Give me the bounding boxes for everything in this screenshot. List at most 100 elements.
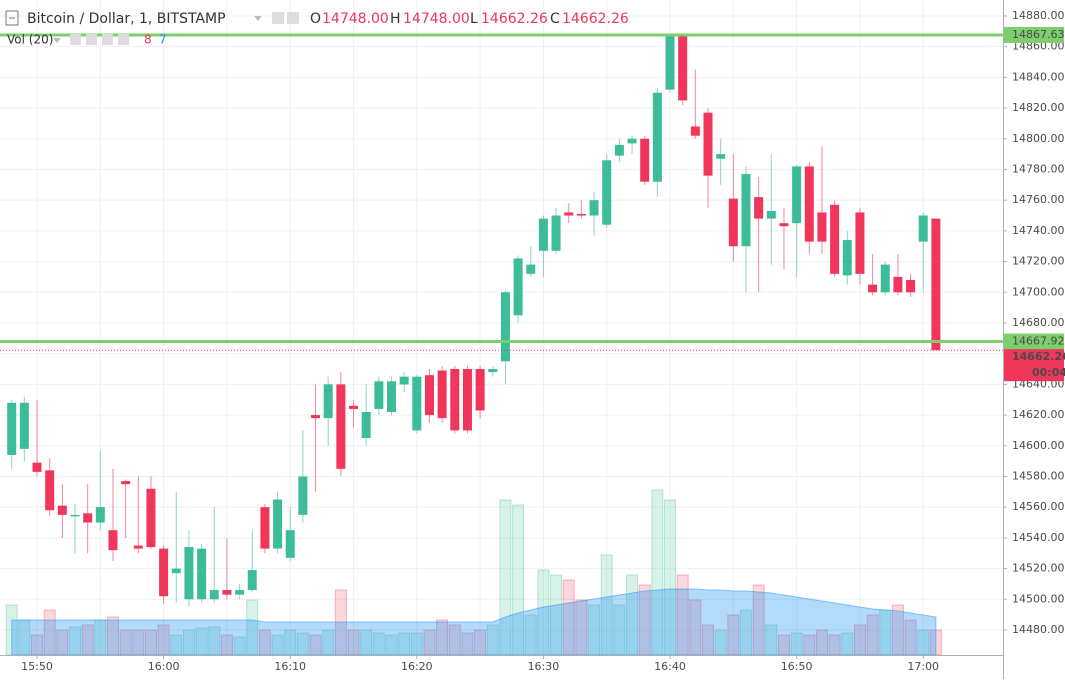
candle-body: [665, 35, 675, 90]
candle-body: [766, 210, 776, 219]
hide-icon[interactable]: [287, 12, 299, 24]
legend-value: 14748.00: [322, 11, 389, 27]
candle-body: [323, 384, 333, 419]
candle-body: [855, 212, 865, 274]
candle-body: [260, 507, 270, 549]
candle-body: [247, 570, 257, 591]
collapse-icon[interactable]: [5, 10, 19, 26]
y-tick-label: 14480.00: [1012, 623, 1065, 636]
candle-body: [437, 370, 447, 419]
candle-body: [551, 215, 561, 251]
x-tick-label: 16:00: [148, 660, 180, 673]
legend-key: L: [470, 11, 478, 27]
icon[interactable]: [102, 34, 113, 45]
candle-body: [387, 381, 396, 413]
y-tick-label: 14500.00: [1012, 592, 1065, 605]
candles: [7, 34, 941, 607]
candle-body: [703, 112, 713, 176]
candle-body: [374, 381, 384, 409]
legend-value: 14662.26: [562, 11, 629, 27]
icon[interactable]: [70, 34, 81, 45]
candle-body: [754, 197, 764, 219]
y-tick-label: 14580.00: [1012, 469, 1065, 482]
candle-body: [412, 376, 422, 431]
y-tick-label: 14540.00: [1012, 531, 1065, 544]
y-tick-label: 14780.00: [1012, 162, 1065, 175]
price-label-box: [1004, 333, 1064, 350]
dropdown-arrow[interactable]: [53, 38, 61, 43]
candle-body: [273, 499, 283, 549]
candle-body: [7, 402, 17, 455]
candle-body: [830, 204, 840, 274]
candle-body: [19, 402, 29, 449]
icon[interactable]: [86, 34, 97, 45]
candle-body: [880, 264, 890, 293]
volume-ma-area: [11, 588, 937, 656]
dropdown-arrow[interactable]: [254, 16, 262, 21]
candle-body: [893, 276, 903, 293]
candle-body: [640, 138, 650, 182]
candle-body: [133, 545, 143, 549]
candle-body: [45, 470, 55, 511]
volume-pane: [5, 489, 942, 656]
x-tick-label: 16:40: [654, 660, 686, 673]
candle-body: [614, 144, 624, 156]
candle-body: [83, 513, 93, 523]
x-tick-label: 16:10: [274, 660, 306, 673]
volume-ma-reading: 7: [159, 33, 167, 47]
candle-body: [70, 514, 80, 517]
candle-body: [690, 126, 700, 136]
x-tick-label: 16:30: [528, 660, 560, 673]
header: Bitcoin / Dollar, 1, BITSTAMP O 14748.00…: [5, 10, 629, 47]
y-tick-label: 14880.00: [1012, 9, 1065, 22]
countdown: 00:04: [1032, 366, 1065, 379]
candle-body: [311, 415, 321, 419]
candle-body: [779, 223, 789, 227]
x-tick-label: 16:50: [781, 660, 813, 673]
axes: 14480.00 14500.00 14520.00 14540.00 14560.00…: [21, 9, 1065, 673]
candle-body: [627, 138, 637, 144]
x-tick-label: 15:50: [21, 660, 53, 673]
candle-body: [488, 369, 498, 373]
candle-body: [146, 488, 156, 548]
candle-body: [462, 369, 472, 431]
settings-icon[interactable]: [272, 12, 284, 24]
candle-body: [792, 166, 802, 224]
legend-value: 14662.26: [481, 11, 548, 27]
candle-body: [602, 160, 612, 225]
y-tick-label: 14600.00: [1012, 439, 1065, 452]
candle-body: [222, 590, 232, 595]
candle-body: [868, 284, 878, 293]
candle-body: [652, 92, 662, 182]
last-price-box: [1004, 349, 1064, 382]
candle-body: [184, 547, 194, 600]
candle-body: [576, 213, 586, 216]
candle-body: [513, 258, 523, 316]
indicator-title[interactable]: Vol (20): [7, 33, 53, 47]
candle-body: [450, 369, 460, 431]
candle-body: [741, 174, 751, 247]
candle-body: [209, 590, 219, 600]
candle-body: [500, 292, 510, 362]
candle-body: [399, 376, 409, 385]
candle-body: [298, 476, 308, 515]
candle-body: [931, 218, 941, 351]
candle-body: [906, 279, 916, 293]
candle-body: [235, 590, 245, 595]
candle-body: [678, 35, 688, 101]
y-tick-label: 14720.00: [1012, 255, 1065, 268]
candle-body: [526, 264, 536, 274]
y-tick-label: 14620.00: [1012, 408, 1065, 421]
icon[interactable]: [118, 34, 129, 45]
y-tick-label: 14700.00: [1012, 285, 1065, 298]
y-tick-label: 14760.00: [1012, 193, 1065, 206]
y-tick-label: 14840.00: [1012, 70, 1065, 83]
price-label-box: [1004, 26, 1064, 43]
overlay: [0, 33, 1003, 351]
symbol-title[interactable]: Bitcoin / Dollar, 1, BITSTAMP: [27, 11, 226, 27]
legend-key: C: [550, 11, 560, 27]
candle-body: [424, 375, 434, 416]
y-tick-label: 14740.00: [1012, 224, 1065, 237]
